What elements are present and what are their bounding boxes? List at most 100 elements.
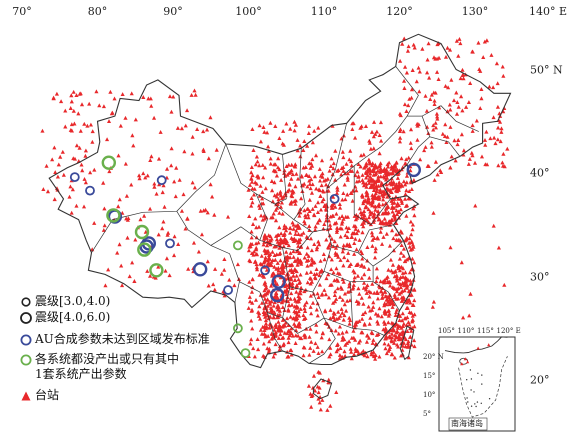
- station-marker: [275, 205, 280, 210]
- station-marker: [222, 267, 227, 272]
- station-marker: [389, 352, 394, 357]
- province-border-line: [274, 148, 306, 221]
- large-ring-icon: [20, 312, 32, 324]
- station-marker: [156, 232, 161, 237]
- station-marker: [281, 335, 286, 340]
- station-marker: [383, 346, 388, 351]
- station-marker: [385, 204, 390, 209]
- station-marker: [183, 226, 188, 231]
- no-output-event-ring: [134, 224, 150, 240]
- station-marker: [470, 123, 475, 128]
- inset-station-marker: [487, 343, 491, 347]
- station-marker: [289, 326, 294, 331]
- station-marker: [397, 332, 402, 336]
- station-marker: [138, 217, 143, 222]
- station-marker: [324, 218, 329, 223]
- station-marker: [276, 314, 281, 319]
- red-triangle-icon: [21, 391, 31, 401]
- inset-island-dot: [476, 401, 479, 403]
- station-marker: [402, 36, 407, 41]
- station-marker: [290, 190, 295, 195]
- inset-title-box: [448, 417, 488, 431]
- station-marker: [404, 180, 409, 185]
- station-marker: [363, 310, 368, 315]
- station-marker: [263, 318, 268, 323]
- station-marker: [353, 217, 358, 222]
- station-marker: [370, 198, 375, 203]
- station-marker: [317, 218, 322, 223]
- station-marker: [405, 257, 410, 262]
- station-marker: [435, 116, 440, 121]
- station-marker: [392, 274, 397, 279]
- station-marker: [374, 165, 379, 170]
- station-marker: [271, 335, 276, 340]
- station-marker: [383, 327, 388, 331]
- station-marker: [287, 187, 292, 192]
- station-marker: [283, 323, 288, 328]
- station-marker: [443, 84, 448, 88]
- station-marker: [387, 280, 393, 285]
- station-marker: [338, 234, 343, 239]
- station-marker: [78, 128, 83, 133]
- station-marker: [302, 139, 307, 143]
- station-marker: [285, 260, 290, 265]
- station-marker: [274, 252, 279, 257]
- station-marker: [409, 127, 414, 132]
- station-marker: [365, 190, 370, 195]
- station-marker: [284, 241, 289, 246]
- no-output-event-ring: [232, 323, 243, 334]
- station-marker: [385, 194, 390, 199]
- station-marker: [258, 139, 263, 144]
- station-marker: [164, 256, 169, 261]
- station-marker: [175, 126, 180, 130]
- station-marker: [288, 277, 293, 281]
- station-marker: [251, 252, 256, 257]
- station-marker: [347, 321, 352, 326]
- station-marker: [293, 198, 298, 203]
- station-marker: [404, 157, 409, 162]
- station-marker: [326, 295, 331, 300]
- station-marker: [274, 194, 279, 199]
- station-marker: [190, 180, 195, 185]
- station-marker: [265, 289, 270, 294]
- station-marker: [356, 162, 361, 166]
- station-marker: [275, 261, 280, 265]
- station-marker: [395, 201, 400, 206]
- station-marker: [394, 322, 399, 327]
- station-marker: [368, 171, 373, 176]
- station-marker: [314, 267, 319, 271]
- station-marker: [374, 279, 379, 284]
- station-marker: [399, 156, 404, 161]
- au-event-ring: [85, 185, 95, 196]
- station-marker: [309, 404, 314, 409]
- station-marker: [373, 356, 378, 361]
- station-marker: [309, 311, 314, 316]
- station-marker: [376, 194, 381, 199]
- station-marker: [133, 117, 138, 122]
- station-marker: [126, 216, 131, 220]
- station-marker: [162, 204, 167, 209]
- station-marker: [370, 281, 375, 286]
- station-marker: [444, 140, 449, 144]
- station-marker: [370, 243, 375, 248]
- station-marker: [297, 240, 302, 244]
- station-marker: [436, 77, 441, 81]
- station-marker: [395, 212, 400, 216]
- station-marker: [192, 185, 197, 190]
- station-marker: [284, 292, 289, 296]
- station-marker: [280, 318, 285, 322]
- station-marker: [297, 225, 302, 230]
- station-marker: [101, 104, 106, 109]
- station-marker: [341, 165, 346, 169]
- station-marker: [108, 89, 113, 94]
- station-marker: [232, 283, 237, 288]
- inset-island-dot: [475, 405, 477, 408]
- station-marker: [324, 237, 329, 242]
- station-marker: [377, 151, 382, 156]
- station-marker: [293, 201, 298, 206]
- station-marker: [367, 140, 372, 145]
- station-marker: [201, 208, 206, 213]
- au-event-ring: [329, 193, 340, 204]
- station-marker: [467, 157, 472, 161]
